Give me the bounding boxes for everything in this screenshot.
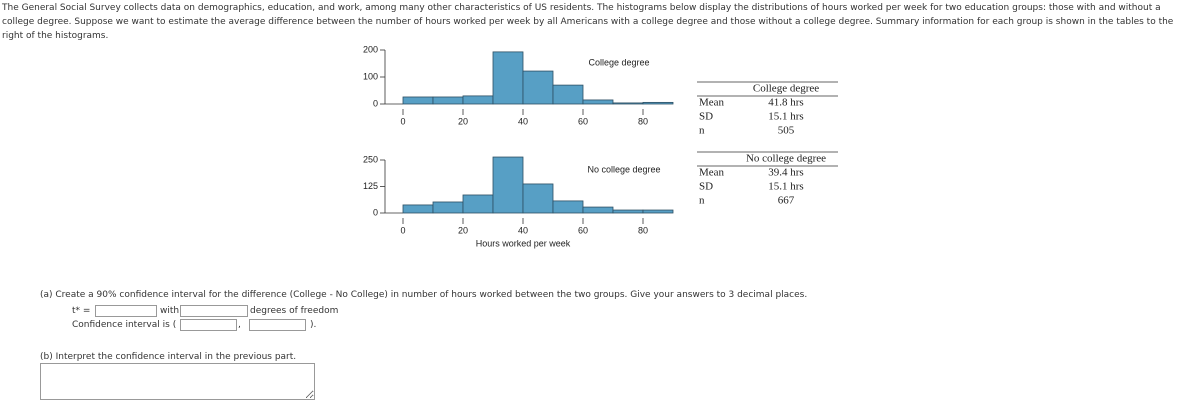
histogram-bar bbox=[462, 194, 494, 214]
histogram-bar bbox=[552, 200, 584, 214]
row-value: 39.4 hrs bbox=[768, 167, 803, 179]
intro-text: The General Social Survey collects data … bbox=[2, 3, 1174, 41]
histogram-bar bbox=[552, 84, 584, 105]
histogram-bar bbox=[462, 95, 494, 105]
x-tick-label: 20 bbox=[458, 225, 468, 235]
x-tick-label: 40 bbox=[518, 225, 528, 235]
y-tick-label: 0 bbox=[373, 207, 378, 217]
histogram-bar bbox=[402, 204, 434, 214]
x-tick-label: 60 bbox=[578, 225, 588, 235]
ci-upper-input[interactable] bbox=[249, 319, 306, 331]
df-label: degrees of freedom bbox=[250, 306, 339, 316]
ci-comma: , bbox=[238, 320, 241, 330]
x-tick-label: 40 bbox=[518, 116, 528, 126]
row-label: SD bbox=[699, 111, 713, 123]
y-tick-label: 125 bbox=[363, 181, 378, 191]
row-label: n bbox=[699, 125, 705, 137]
ci-label: Confidence interval is ( bbox=[72, 320, 177, 330]
histogram-bar bbox=[642, 101, 674, 105]
t-input[interactable] bbox=[95, 305, 157, 317]
histogram-bar bbox=[612, 209, 644, 214]
ci-close: ). bbox=[310, 320, 317, 330]
histogram-bar bbox=[522, 183, 554, 214]
x-axis-label: Hours worked per week bbox=[476, 238, 571, 248]
question-b: (b) Interpret the confidence interval in… bbox=[40, 352, 297, 362]
ci-lower-input[interactable] bbox=[180, 319, 237, 331]
histogram-bar bbox=[432, 201, 464, 214]
row-label: Mean bbox=[699, 97, 725, 109]
histogram-bar bbox=[402, 96, 434, 105]
histogram-bar bbox=[492, 156, 524, 214]
chart-annotation: College degree bbox=[588, 57, 649, 67]
x-tick-label: 0 bbox=[400, 116, 405, 126]
x-tick-label: 80 bbox=[638, 116, 648, 126]
answer-b[interactable] bbox=[40, 363, 315, 400]
row-value: 505 bbox=[778, 125, 795, 137]
row-value: 41.8 hrs bbox=[768, 97, 803, 109]
row-value: 15.1 hrs bbox=[768, 181, 803, 193]
row-label: n bbox=[699, 195, 705, 207]
x-tick-label: 60 bbox=[578, 116, 588, 126]
x-tick-label: 80 bbox=[638, 225, 648, 235]
row-label: SD bbox=[699, 181, 713, 193]
chart-annotation: No college degree bbox=[587, 164, 660, 174]
x-tick-label: 20 bbox=[458, 116, 468, 126]
y-tick-label: 250 bbox=[363, 154, 378, 164]
row-value: 15.1 hrs bbox=[768, 111, 803, 123]
histogram-bar bbox=[492, 51, 524, 105]
table-title: College degree bbox=[753, 83, 819, 95]
with-label: with bbox=[160, 306, 180, 316]
histogram-bar bbox=[582, 206, 614, 214]
histogram-bar bbox=[582, 99, 614, 105]
t-label: t* = bbox=[72, 306, 91, 316]
histogram-bar bbox=[522, 70, 554, 105]
row-value: 667 bbox=[778, 195, 795, 207]
y-tick-label: 0 bbox=[373, 98, 378, 108]
table-title: No college degree bbox=[746, 153, 826, 165]
y-tick-label: 100 bbox=[363, 71, 378, 81]
df-input[interactable] bbox=[180, 305, 248, 317]
histogram-bar bbox=[432, 96, 464, 105]
y-tick-label: 200 bbox=[363, 44, 378, 54]
histogram-bar bbox=[612, 102, 644, 105]
row-label: Mean bbox=[699, 167, 725, 179]
question-a: (a) Create a 90% confidence interval for… bbox=[40, 290, 808, 300]
x-tick-label: 0 bbox=[400, 225, 405, 235]
histogram-bar bbox=[642, 209, 674, 214]
